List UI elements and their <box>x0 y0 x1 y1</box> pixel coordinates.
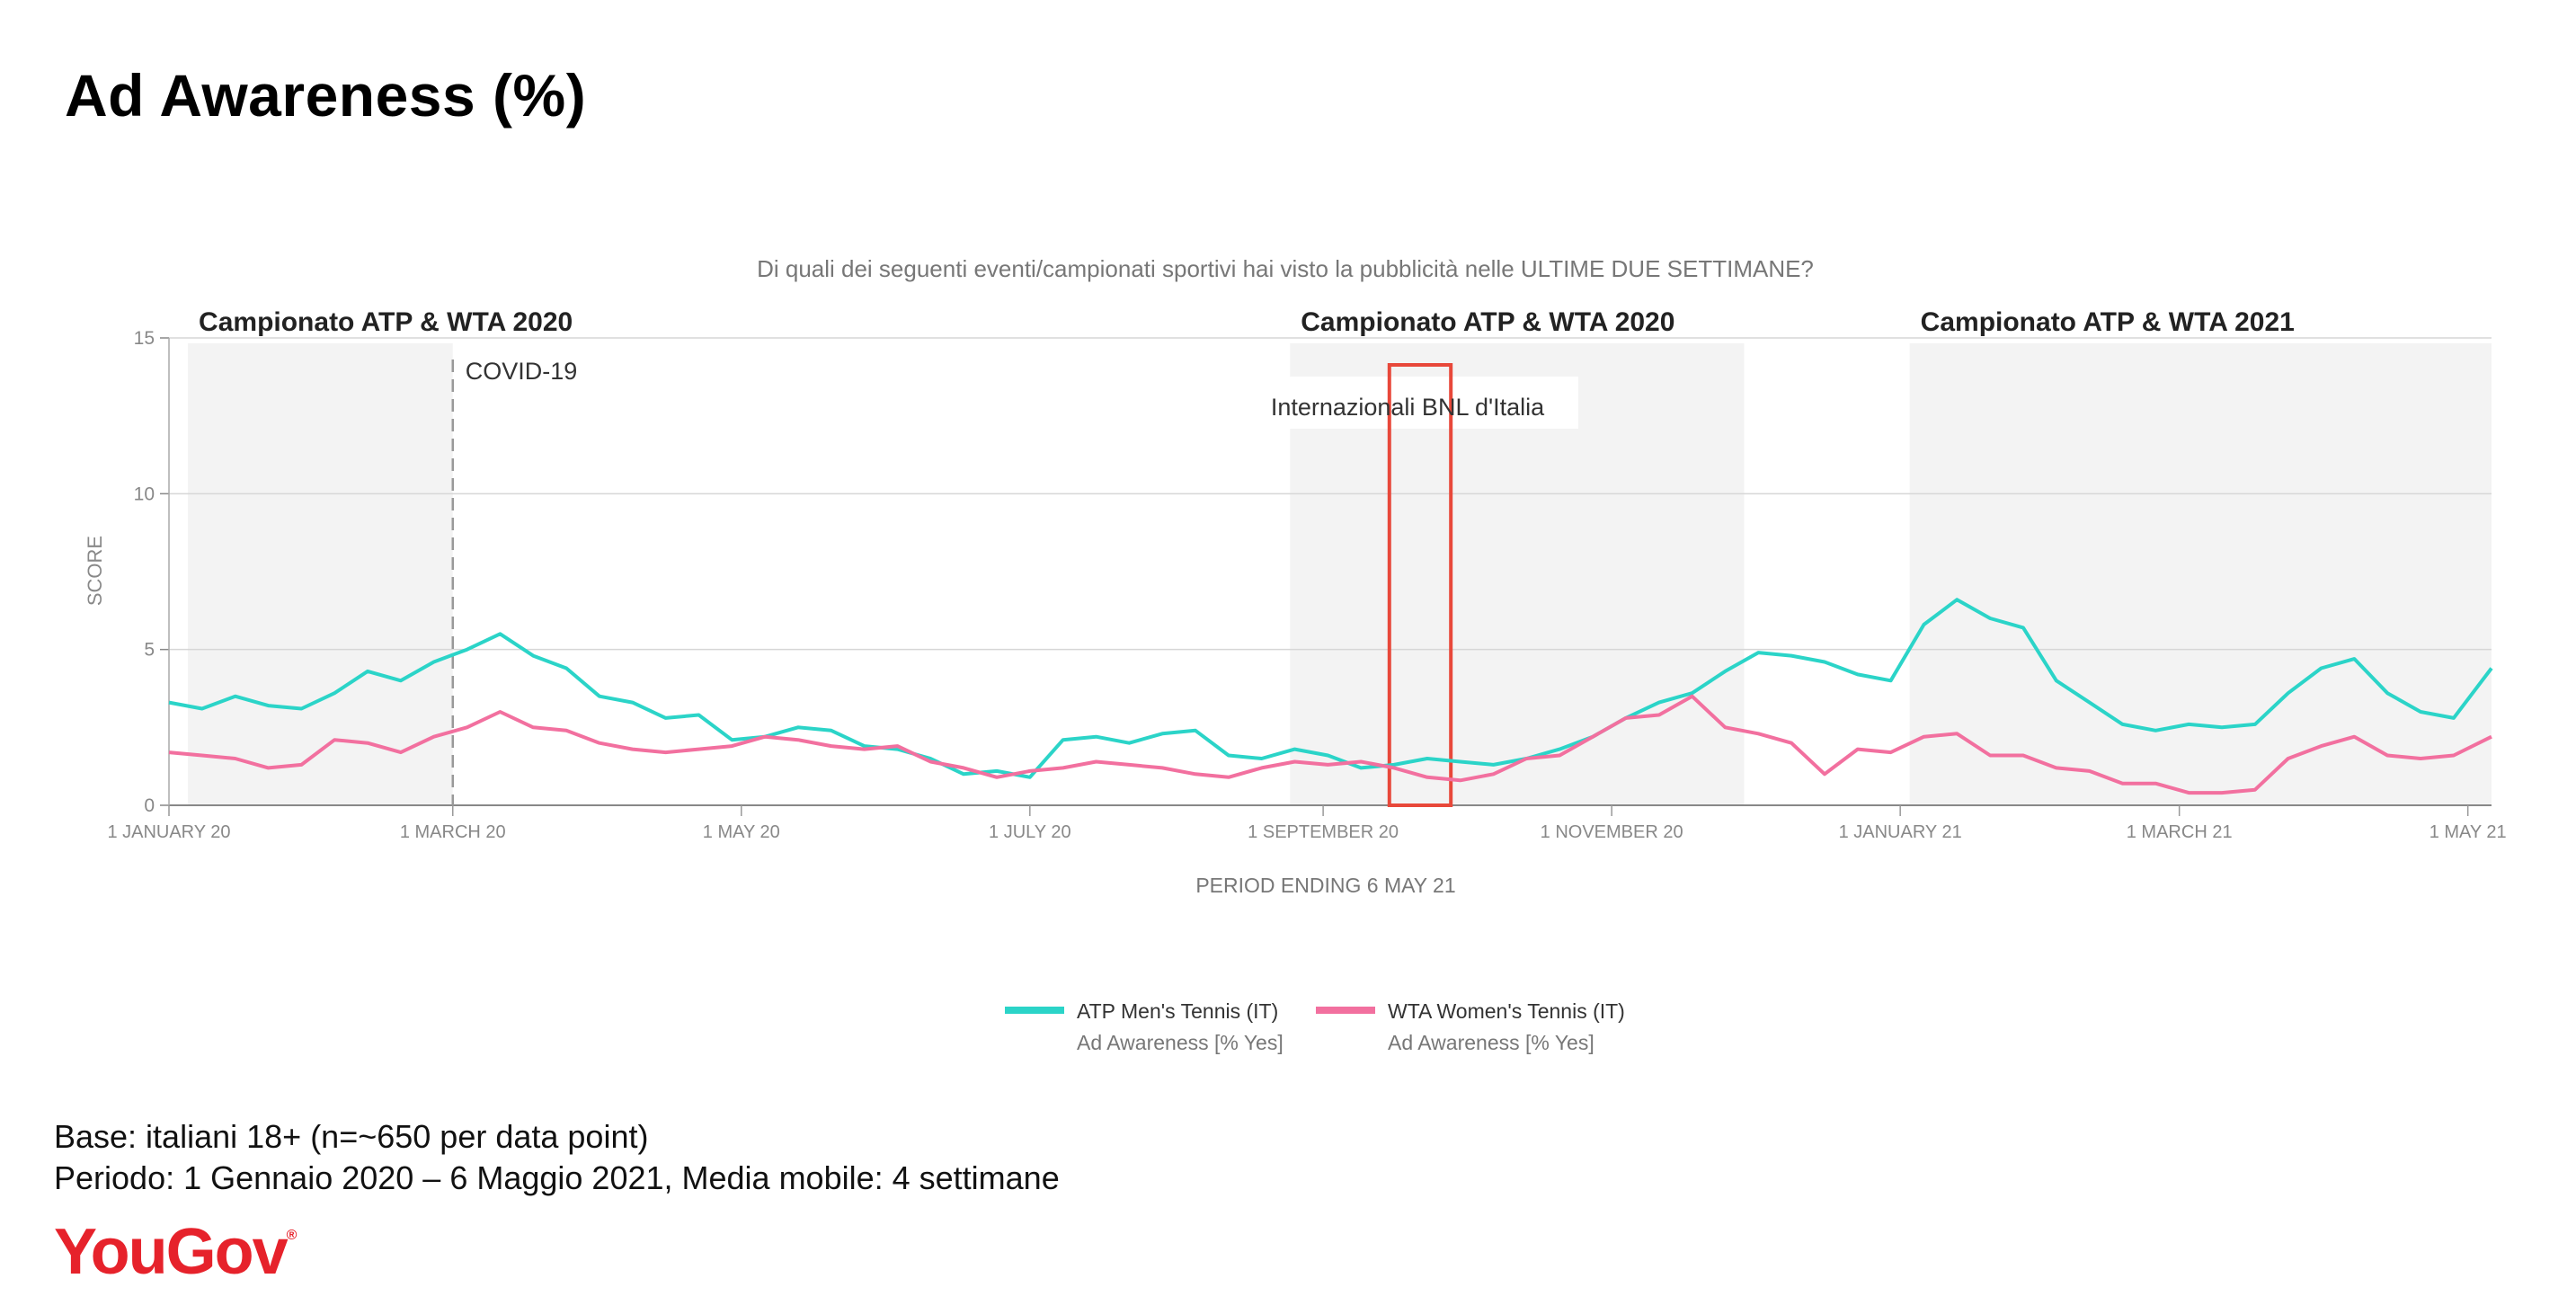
x-tick-label-1: 1 MARCH 20 <box>400 822 506 842</box>
legend: ATP Men's Tennis (IT) Ad Awareness [% Yes… <box>1005 999 1625 1054</box>
yougov-logo: YouGov® <box>54 1215 297 1289</box>
x-tick-label-4: 1 SEPTEMBER 20 <box>1248 822 1399 842</box>
bnl-label-background <box>1237 377 1578 429</box>
x-axis-label: PERIOD ENDING 6 MAY 21 <box>1195 874 1455 897</box>
x-tick-label-7: 1 MARCH 21 <box>2127 822 2233 842</box>
series-lines <box>168 598 2493 795</box>
y-tick-label-5: 5 <box>144 640 155 661</box>
legend-sublabel-1: Ad Awareness [% Yes] <box>1077 1031 1284 1054</box>
atp-series-line <box>168 598 2493 779</box>
x-tick-label-2: 1 MAY 20 <box>703 822 780 842</box>
bnl-highlight-box <box>1387 363 1453 807</box>
page-title: Ad Awareness (%) <box>65 62 587 129</box>
x-tick-label-8: 1 MAY 21 <box>2429 822 2507 842</box>
axes: 0 5 10 15 1 JANUARY 20 1 MARCH 20 1 MAY 20 1 JU… <box>107 328 2506 842</box>
bnl-label: Internazionali BNL d'Italia <box>1271 394 1545 421</box>
gridlines <box>169 337 2492 806</box>
legend-label-1: ATP Men's Tennis (IT) <box>1077 999 1278 1023</box>
logo-text: YouGov <box>54 1216 289 1288</box>
legend-label-2: WTA Women's Tennis (IT) <box>1388 999 1625 1023</box>
period-label-2: Campionato ATP & WTA 2020 <box>1301 307 1674 337</box>
y-tick-label-0: 0 <box>144 795 155 816</box>
footer-period: Periodo: 1 Gennaio 2020 – 6 Maggio 2021,… <box>54 1159 1060 1196</box>
x-tick-label-6: 1 JANUARY 21 <box>1839 822 1962 842</box>
wta-series-line <box>168 694 2492 795</box>
footer-base: Base: italiani 18+ (n=~650 per data poin… <box>54 1118 649 1155</box>
period-label-3: Campionato ATP & WTA 2021 <box>1921 307 2295 337</box>
y-tick-label-10: 10 <box>134 484 155 504</box>
x-tick-label-5: 1 NOVEMBER 20 <box>1541 822 1683 842</box>
legend-sublabel-2: Ad Awareness [% Yes] <box>1388 1031 1594 1054</box>
annotations: COVID-19 Internazionali BNL d'Italia <box>451 358 1578 807</box>
x-tick-label-0: 1 JANUARY 20 <box>107 822 230 842</box>
period-band-3 <box>1909 343 2492 805</box>
period-band-1 <box>188 343 453 805</box>
chart-subtitle: Di quali dei seguenti eventi/campionati … <box>757 255 1814 282</box>
y-tick-label-15: 15 <box>134 328 155 349</box>
logo-mark: ® <box>286 1228 298 1243</box>
covid-marker-label: COVID-19 <box>466 358 578 385</box>
x-tick-label-3: 1 JULY 20 <box>989 822 1071 842</box>
y-axis-label: SCORE <box>84 536 106 606</box>
period-label-1: Campionato ATP & WTA 2020 <box>199 307 573 337</box>
